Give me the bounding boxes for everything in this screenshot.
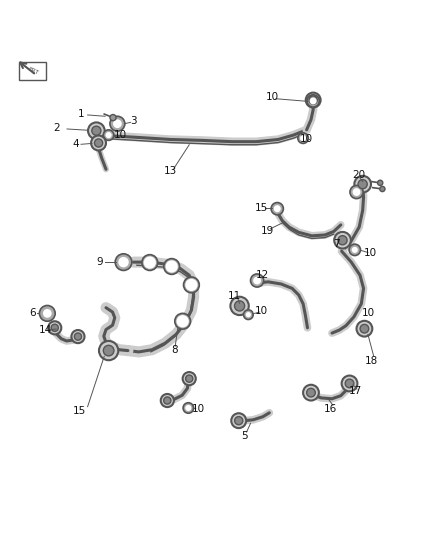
Circle shape: [166, 260, 178, 273]
Circle shape: [91, 135, 106, 150]
Circle shape: [74, 333, 81, 340]
Circle shape: [51, 324, 58, 332]
Text: 10: 10: [300, 134, 313, 143]
Circle shape: [310, 98, 317, 104]
Text: 19: 19: [261, 226, 274, 236]
Circle shape: [48, 321, 61, 334]
Text: 4: 4: [72, 139, 79, 149]
Circle shape: [164, 397, 171, 404]
Text: 10: 10: [266, 92, 279, 102]
Circle shape: [350, 185, 363, 199]
Circle shape: [342, 376, 357, 391]
Circle shape: [183, 372, 196, 385]
Circle shape: [144, 256, 156, 269]
Circle shape: [234, 301, 245, 311]
Circle shape: [115, 254, 132, 270]
Circle shape: [235, 417, 243, 425]
Circle shape: [71, 330, 85, 343]
Circle shape: [298, 133, 308, 143]
Circle shape: [357, 321, 372, 336]
Circle shape: [251, 274, 264, 287]
Circle shape: [334, 232, 351, 248]
Circle shape: [118, 257, 129, 268]
Circle shape: [95, 139, 102, 147]
Text: 15: 15: [73, 407, 86, 416]
Text: 12: 12: [256, 270, 269, 280]
Text: 18: 18: [365, 356, 378, 366]
Circle shape: [142, 255, 158, 270]
Circle shape: [110, 116, 125, 131]
Circle shape: [103, 345, 114, 356]
Circle shape: [88, 123, 105, 139]
Circle shape: [380, 187, 385, 191]
Text: 17: 17: [349, 386, 362, 397]
Text: 2: 2: [53, 123, 60, 133]
Text: 15: 15: [255, 203, 268, 213]
Circle shape: [352, 247, 358, 253]
Circle shape: [113, 119, 122, 128]
Text: 3: 3: [130, 116, 137, 126]
Circle shape: [300, 135, 306, 141]
Circle shape: [303, 385, 319, 400]
Text: 16: 16: [324, 404, 337, 414]
Circle shape: [230, 297, 249, 315]
Circle shape: [185, 405, 191, 411]
Circle shape: [353, 188, 360, 196]
Text: 10: 10: [362, 309, 375, 318]
Circle shape: [345, 379, 354, 388]
Circle shape: [43, 309, 52, 318]
Text: 1: 1: [78, 109, 85, 119]
Circle shape: [307, 389, 315, 397]
Circle shape: [106, 132, 112, 138]
Circle shape: [110, 115, 116, 120]
Text: 14: 14: [39, 326, 52, 335]
Text: 7: 7: [333, 239, 340, 249]
Circle shape: [338, 236, 347, 245]
FancyBboxPatch shape: [19, 62, 46, 80]
Text: 11: 11: [228, 291, 241, 301]
Circle shape: [103, 130, 114, 140]
Circle shape: [177, 315, 189, 327]
Circle shape: [175, 313, 191, 329]
Circle shape: [360, 325, 369, 333]
Text: 5: 5: [241, 431, 248, 441]
Text: 10: 10: [255, 306, 268, 316]
Circle shape: [274, 205, 281, 212]
Circle shape: [309, 96, 317, 104]
Text: 10: 10: [364, 248, 377, 258]
Circle shape: [307, 95, 319, 107]
Circle shape: [164, 259, 180, 274]
Circle shape: [246, 312, 251, 317]
Circle shape: [39, 305, 55, 321]
Circle shape: [271, 203, 283, 215]
Circle shape: [349, 244, 360, 255]
Circle shape: [253, 277, 261, 285]
Circle shape: [231, 413, 246, 428]
Circle shape: [186, 375, 193, 382]
Circle shape: [184, 277, 199, 293]
Text: 10: 10: [114, 130, 127, 140]
Text: FRT: FRT: [27, 66, 39, 75]
Circle shape: [358, 180, 367, 189]
Circle shape: [161, 394, 174, 407]
Circle shape: [378, 180, 383, 185]
Text: 6: 6: [29, 309, 36, 318]
Text: 9: 9: [96, 257, 103, 267]
Text: 20: 20: [353, 171, 366, 180]
Circle shape: [185, 279, 198, 291]
Circle shape: [354, 176, 371, 192]
Circle shape: [306, 93, 321, 108]
Text: 13: 13: [164, 166, 177, 176]
Circle shape: [92, 126, 101, 135]
Circle shape: [99, 341, 118, 360]
Circle shape: [183, 403, 194, 413]
Text: 10: 10: [191, 405, 205, 414]
Text: 8: 8: [171, 345, 178, 355]
Circle shape: [244, 310, 253, 319]
